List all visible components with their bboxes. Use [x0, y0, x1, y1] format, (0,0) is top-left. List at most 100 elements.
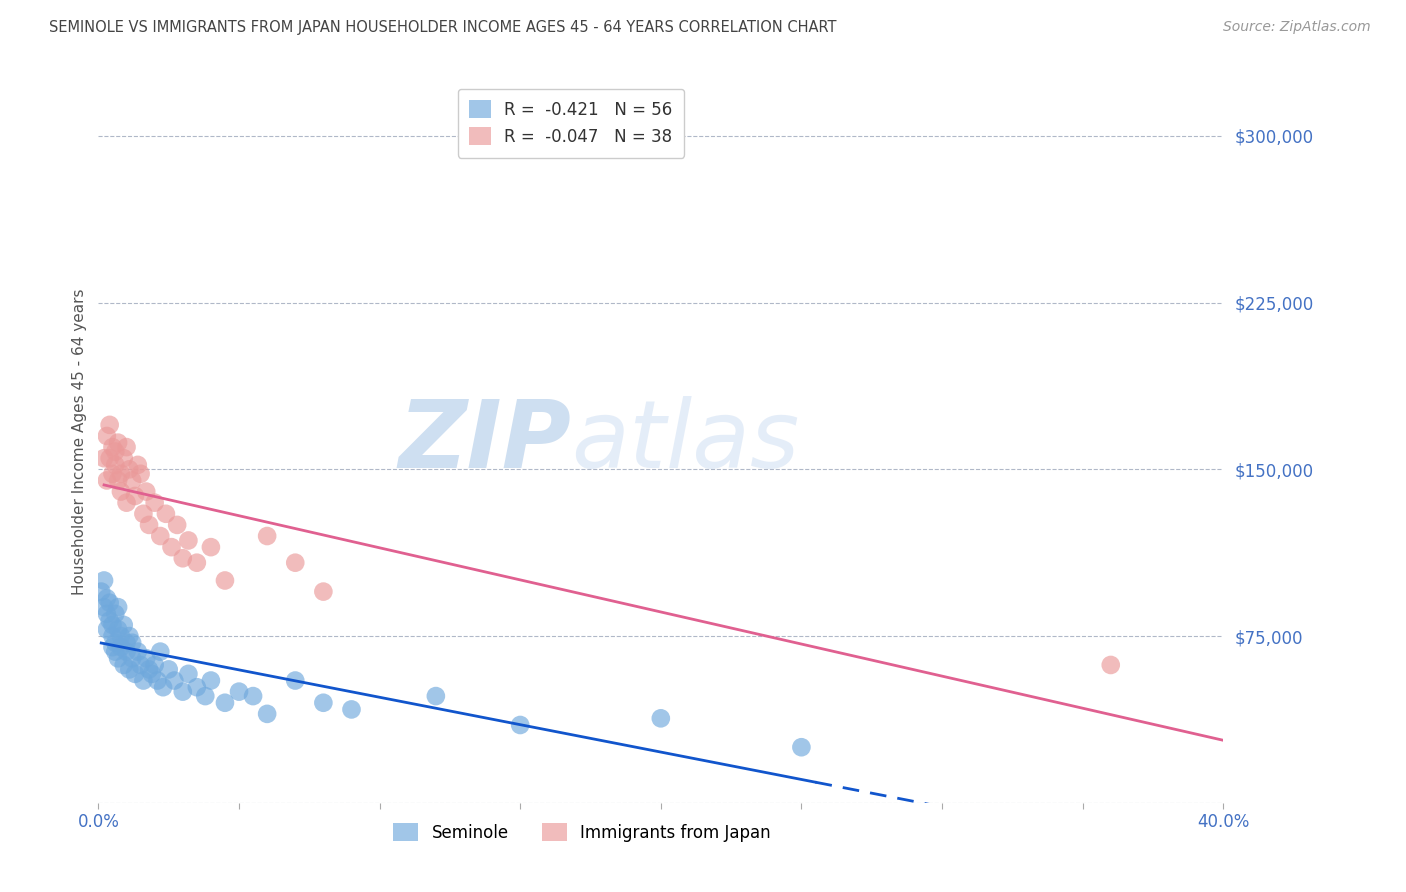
Point [101, 640, 124, 655]
Point [138, 517, 160, 532]
Point [104, 636, 127, 650]
Point [143, 657, 166, 672]
Point [96, 474, 118, 488]
Point [112, 451, 135, 466]
Point [186, 556, 208, 570]
Point [124, 489, 146, 503]
Point [107, 435, 129, 450]
Point [135, 484, 157, 499]
Point [96, 429, 118, 443]
Point [107, 651, 129, 665]
Point [138, 662, 160, 676]
Point [163, 673, 186, 688]
Point [98, 596, 121, 610]
Point [200, 673, 222, 688]
Point [118, 662, 141, 676]
Point [121, 474, 143, 488]
Point [110, 640, 132, 655]
Point [96, 623, 118, 637]
Point [110, 467, 132, 481]
Point [312, 696, 335, 710]
Point [509, 718, 531, 732]
Point [101, 629, 124, 643]
Point [104, 444, 127, 458]
Point [115, 496, 138, 510]
Point [242, 689, 264, 703]
Point [107, 600, 129, 615]
Point [214, 574, 236, 588]
Point [115, 440, 138, 454]
Point [96, 607, 118, 621]
Point [186, 680, 208, 694]
Point [101, 618, 124, 632]
Point [172, 551, 194, 566]
Point [104, 607, 127, 621]
Point [155, 507, 177, 521]
Point [121, 651, 143, 665]
Point [166, 517, 188, 532]
Point [96, 591, 118, 606]
Point [104, 645, 127, 659]
Point [98, 417, 121, 432]
Point [200, 540, 222, 554]
Y-axis label: Householder Income Ages 45 - 64 years: Householder Income Ages 45 - 64 years [72, 288, 87, 595]
Point [98, 451, 121, 466]
Point [115, 636, 138, 650]
Text: Source: ZipAtlas.com: Source: ZipAtlas.com [1223, 20, 1371, 34]
Point [177, 533, 200, 548]
Point [93, 451, 115, 466]
Point [1099, 657, 1122, 672]
Point [132, 673, 155, 688]
Point [118, 629, 141, 643]
Point [312, 584, 335, 599]
Point [129, 657, 152, 672]
Point [143, 496, 166, 510]
Point [124, 666, 146, 681]
Point [93, 574, 115, 588]
Point [284, 556, 307, 570]
Point [790, 740, 813, 755]
Point [98, 614, 121, 628]
Point [157, 662, 180, 676]
Point [93, 600, 115, 615]
Point [90, 584, 112, 599]
Point [425, 689, 447, 703]
Point [214, 696, 236, 710]
Point [340, 702, 363, 716]
Point [107, 623, 129, 637]
Point [118, 462, 141, 476]
Point [152, 680, 174, 694]
Point [132, 507, 155, 521]
Point [107, 474, 129, 488]
Text: atlas: atlas [571, 396, 799, 487]
Point [149, 645, 172, 659]
Point [650, 711, 672, 725]
Point [127, 645, 149, 659]
Point [112, 618, 135, 632]
Point [101, 467, 124, 481]
Point [135, 651, 157, 665]
Point [141, 666, 163, 681]
Point [256, 706, 278, 721]
Point [284, 673, 307, 688]
Point [149, 529, 172, 543]
Text: ZIP: ZIP [398, 395, 571, 488]
Point [104, 458, 127, 472]
Point [129, 467, 152, 481]
Legend: Seminole, Immigrants from Japan: Seminole, Immigrants from Japan [387, 817, 778, 848]
Point [177, 666, 200, 681]
Point [256, 529, 278, 543]
Text: SEMINOLE VS IMMIGRANTS FROM JAPAN HOUSEHOLDER INCOME AGES 45 - 64 YEARS CORRELAT: SEMINOLE VS IMMIGRANTS FROM JAPAN HOUSEH… [49, 20, 837, 35]
Point [112, 657, 135, 672]
Point [146, 673, 169, 688]
Point [115, 645, 138, 659]
Point [172, 684, 194, 698]
Point [110, 484, 132, 499]
Point [127, 458, 149, 472]
Point [228, 684, 250, 698]
Point [121, 636, 143, 650]
Point [110, 629, 132, 643]
Point [160, 540, 183, 554]
Point [101, 440, 124, 454]
Point [194, 689, 217, 703]
